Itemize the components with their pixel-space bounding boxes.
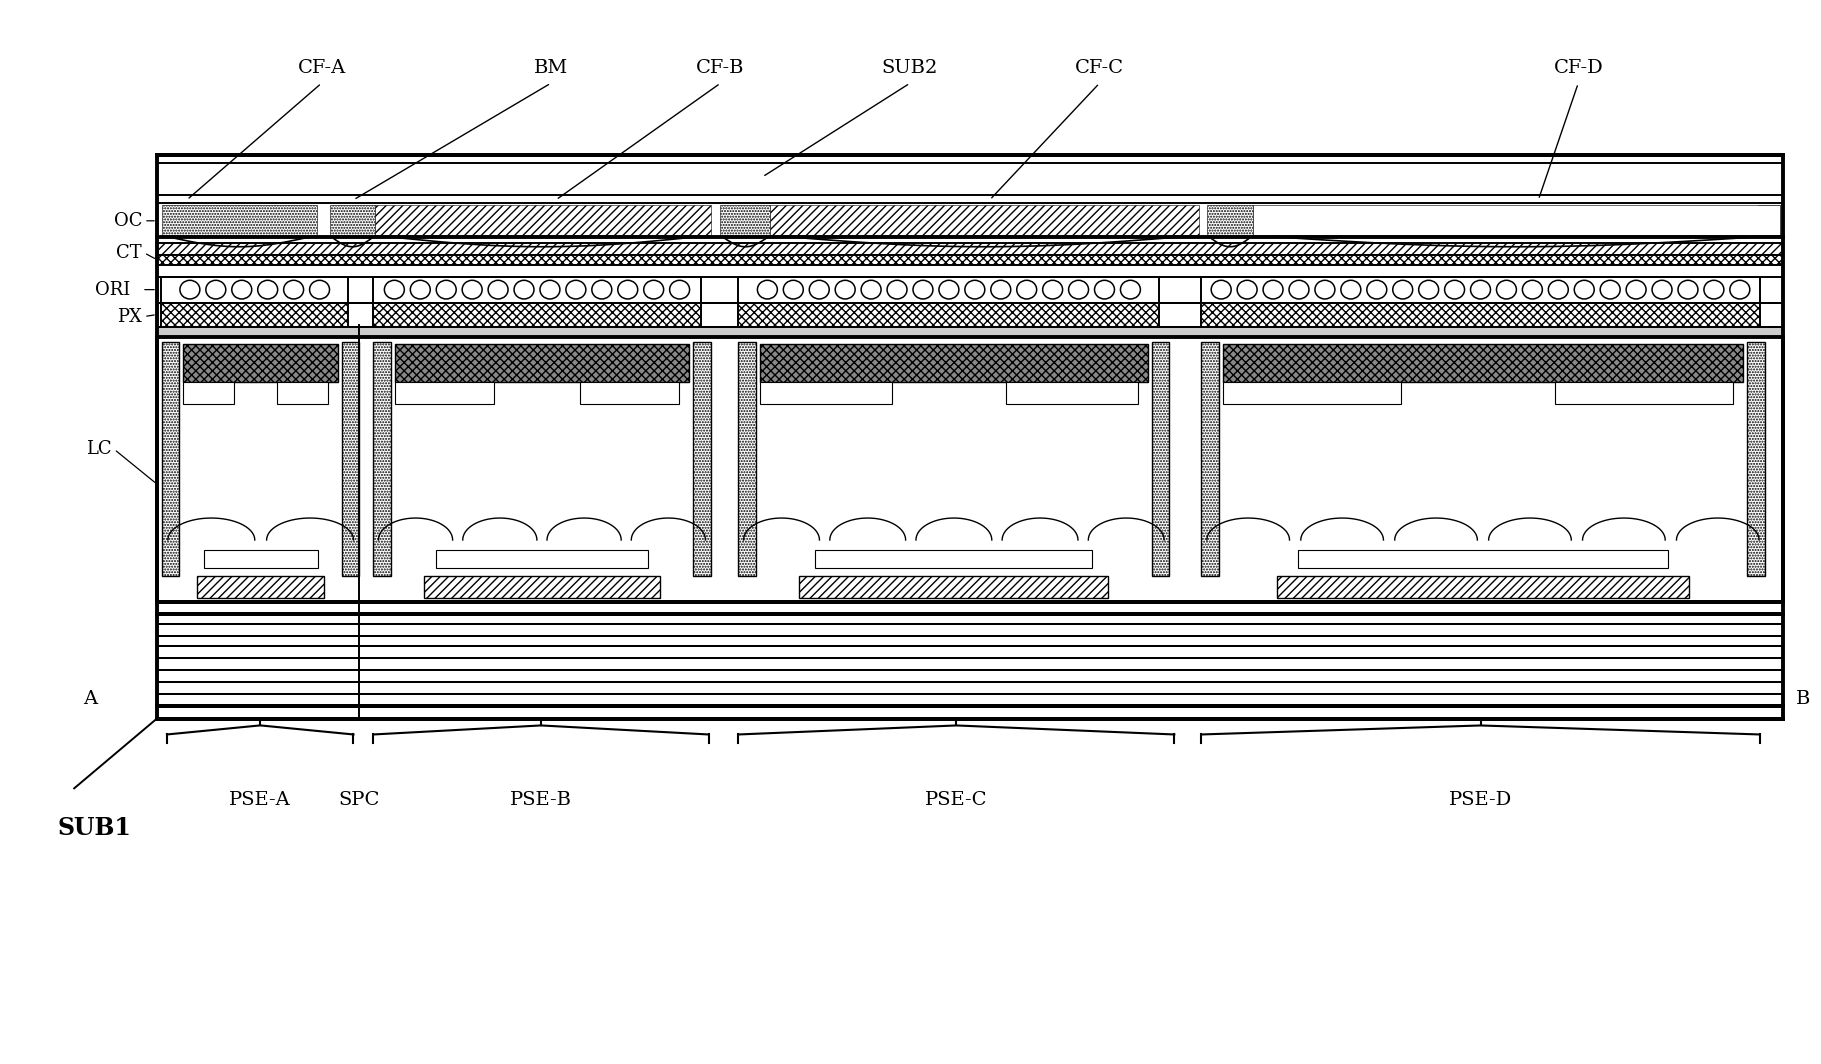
Text: BM: BM [534, 60, 568, 78]
Text: B: B [1796, 689, 1810, 708]
Bar [770, 205, 1200, 235]
Text: SPC: SPC [339, 792, 381, 810]
Bar [1757, 205, 1779, 235]
Bar [739, 302, 1160, 327]
Bar [1202, 343, 1218, 576]
Text: OC: OC [113, 212, 142, 230]
Bar [816, 550, 1093, 568]
Bar [157, 163, 1783, 195]
Text: LC: LC [86, 440, 113, 459]
Text: ORI: ORI [95, 281, 129, 299]
Text: CF-D: CF-D [1553, 60, 1602, 78]
Bar [424, 576, 659, 598]
Text: CF-B: CF-B [696, 60, 745, 78]
Bar [1298, 550, 1668, 568]
Bar [277, 382, 328, 404]
Bar [1748, 343, 1765, 576]
Bar [184, 345, 339, 382]
Bar [373, 277, 701, 302]
Text: A: A [84, 689, 97, 708]
Text: PSE-A: PSE-A [229, 792, 291, 810]
Bar [184, 382, 235, 404]
Bar [342, 343, 359, 576]
Bar [739, 277, 1160, 302]
Bar [799, 576, 1109, 598]
Text: PSE-C: PSE-C [925, 792, 987, 810]
Bar [1005, 382, 1138, 404]
Bar [157, 243, 1783, 254]
Text: SUB2: SUB2 [881, 60, 938, 78]
Text: PSE-D: PSE-D [1450, 792, 1511, 810]
Bar [759, 382, 892, 404]
Bar [330, 205, 375, 235]
Bar [162, 343, 180, 576]
Text: CF-C: CF-C [1074, 60, 1124, 78]
Bar [1222, 382, 1402, 404]
Text: CF-A: CF-A [297, 60, 346, 78]
Bar [437, 550, 648, 568]
Bar [157, 254, 1783, 265]
Bar [1153, 343, 1169, 576]
Bar [1555, 382, 1734, 404]
Bar [157, 203, 1783, 237]
Text: PSE-B: PSE-B [510, 792, 572, 810]
Bar [739, 343, 756, 576]
Bar [1202, 302, 1759, 327]
Bar [694, 343, 710, 576]
Bar [204, 550, 317, 568]
Bar [157, 602, 1783, 705]
Bar [721, 205, 770, 235]
Bar [157, 203, 1783, 237]
Bar [157, 327, 1783, 336]
Bar [197, 576, 324, 598]
Bar [373, 302, 701, 327]
Bar [160, 302, 348, 327]
Bar [1253, 205, 1779, 235]
Bar [579, 382, 679, 404]
Bar [395, 382, 493, 404]
Text: CT: CT [117, 244, 142, 262]
Bar [1207, 205, 1253, 235]
Bar [759, 345, 1147, 382]
Bar [395, 345, 688, 382]
Bar [375, 205, 710, 235]
Bar [373, 343, 392, 576]
Bar [1202, 277, 1759, 302]
Bar [162, 205, 317, 235]
Bar [1277, 576, 1690, 598]
Bar [157, 155, 1783, 718]
Bar [160, 277, 348, 302]
Text: PX: PX [117, 307, 142, 326]
Text: SUB1: SUB1 [56, 816, 131, 841]
Bar [157, 336, 1783, 602]
Bar [1222, 345, 1743, 382]
